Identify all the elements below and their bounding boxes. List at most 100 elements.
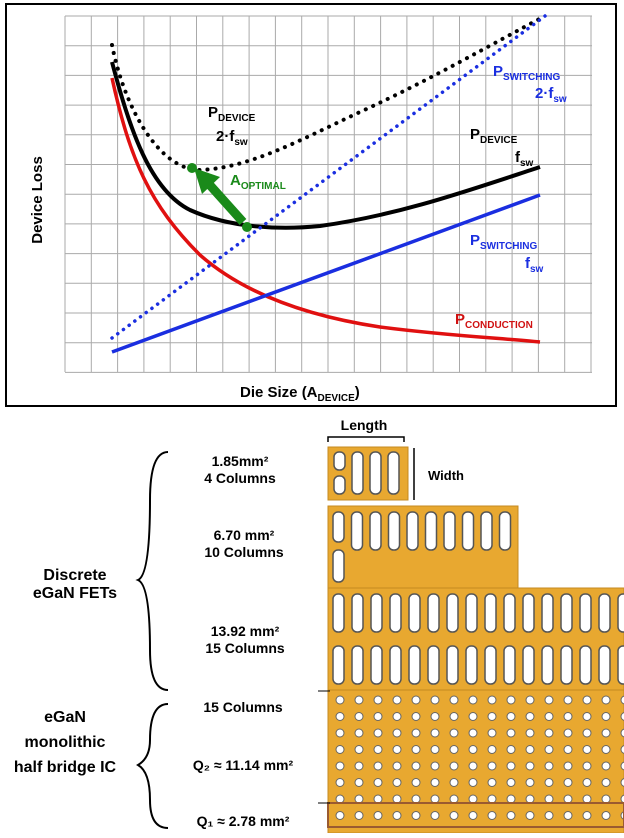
bump [370,512,381,550]
text: ) [355,384,360,401]
bump [333,594,344,632]
bump [545,812,553,820]
chart-frame [6,4,616,406]
bump [355,762,363,770]
text: Die Size (A [240,384,318,401]
bump [463,512,474,550]
bump [336,762,344,770]
figure: Device Loss Die Size (ADEVICE) PDEVICE 2… [0,0,624,833]
bump [507,696,515,704]
bump [355,696,363,704]
bump [564,696,572,704]
bump [426,512,437,550]
bump [580,594,591,632]
bump [336,713,344,721]
bump [542,646,553,684]
bump [447,646,458,684]
bump [390,594,401,632]
group-label: eGaN FETs [33,585,117,602]
bump [431,812,439,820]
bump [374,696,382,704]
bump [561,594,572,632]
bump [481,512,492,550]
bump [407,512,418,550]
text: SWITCHING [480,241,537,252]
bump [355,746,363,754]
bump [523,646,534,684]
bump [393,696,401,704]
bump [333,512,344,542]
bump [355,729,363,737]
text: A [230,172,241,189]
bump [450,779,458,787]
bump [507,795,515,803]
device-columns: 4 Columns [204,470,276,486]
bump [526,746,534,754]
bump [618,594,624,632]
bump [507,713,515,721]
bump [352,512,363,550]
bump [564,779,572,787]
bump [564,729,572,737]
text: OPTIMAL [241,181,286,192]
bump [431,729,439,737]
bump [388,452,399,494]
text: DEVICE [480,135,518,146]
bump [450,812,458,820]
text: P [208,104,218,121]
bump [333,646,344,684]
bump [336,812,344,820]
device-columns: 15 Columns [205,640,285,656]
bump [469,812,477,820]
bump [485,646,496,684]
bump [526,696,534,704]
bump [583,795,591,803]
bump [545,696,553,704]
chip [328,690,624,833]
bump [469,779,477,787]
bump [488,746,496,754]
bump [336,746,344,754]
bump [393,729,401,737]
bump [393,795,401,803]
bump [583,779,591,787]
bump [336,779,344,787]
bump [488,729,496,737]
bump [431,762,439,770]
device-area: 6.70 mm² [214,527,275,543]
bump [488,696,496,704]
bump [545,746,553,754]
group-label: half bridge IC [14,759,117,776]
bump [580,646,591,684]
ic-q1: Q₁ ≈ 2.78 mm² [197,813,290,829]
bump [526,713,534,721]
bump [469,729,477,737]
bump [602,762,610,770]
bump [447,594,458,632]
bump [393,762,401,770]
y-axis-label: Device Loss [29,156,46,244]
bump [334,476,345,494]
bump [431,713,439,721]
bump [334,452,345,470]
bump [355,812,363,820]
page: {"chart": { "y_axis_label": "Device Loss… [0,0,624,838]
bump [602,696,610,704]
bump [526,795,534,803]
bump [526,762,534,770]
bump [355,713,363,721]
bump [583,812,591,820]
bump [450,696,458,704]
bump [602,729,610,737]
text: 2·f [216,128,235,145]
bump [545,729,553,737]
device-area: 1.85mm² [212,453,269,469]
bump [602,746,610,754]
bump [561,646,572,684]
bump [428,594,439,632]
bump [583,696,591,704]
bump [374,729,382,737]
text: sw [520,158,534,169]
length-label: Length [341,417,388,433]
bump [450,713,458,721]
